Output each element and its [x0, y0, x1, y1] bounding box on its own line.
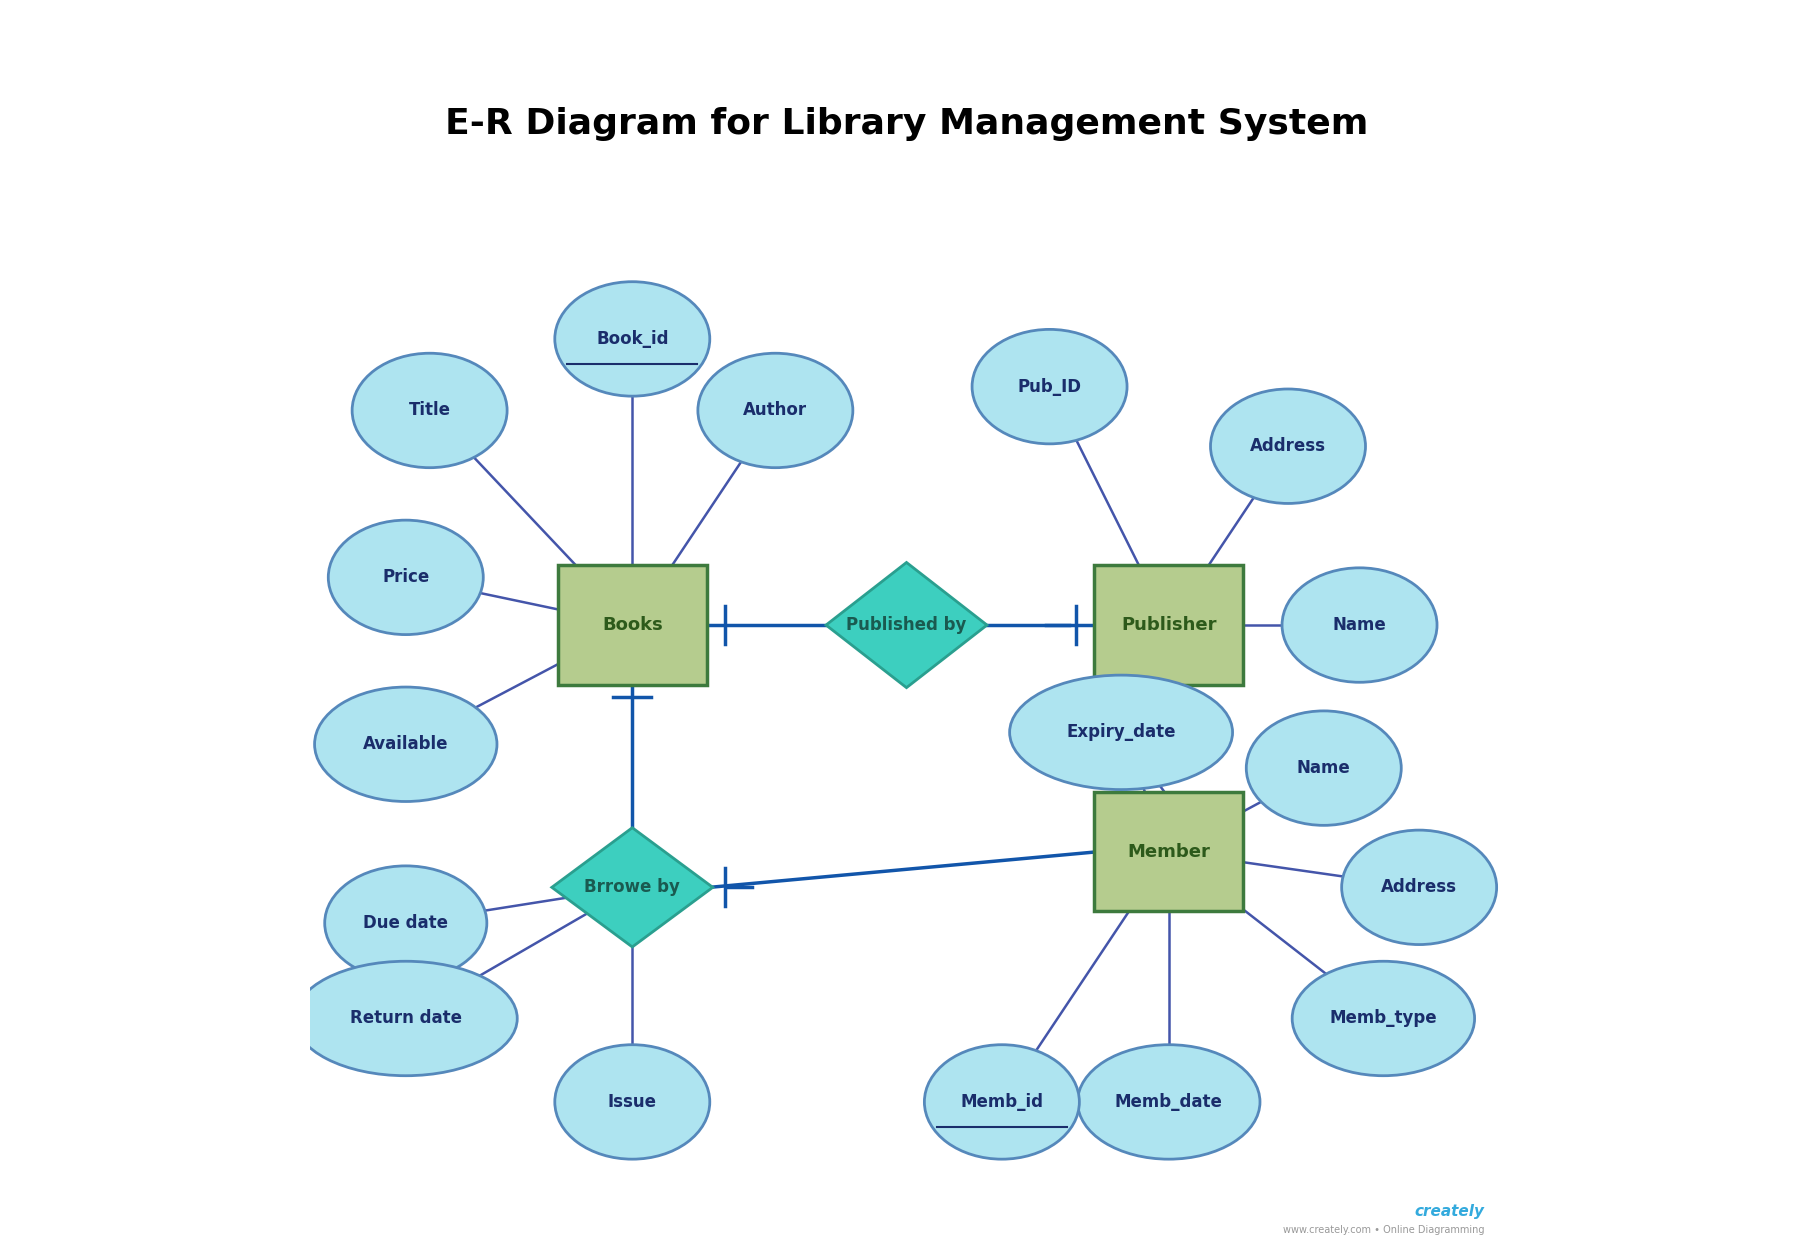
Polygon shape — [827, 562, 986, 688]
Text: Brrowe by: Brrowe by — [584, 878, 680, 896]
Ellipse shape — [1293, 961, 1474, 1076]
Ellipse shape — [698, 353, 852, 467]
Text: Available: Available — [363, 736, 448, 753]
Ellipse shape — [1282, 568, 1438, 682]
Text: Issue: Issue — [607, 1092, 656, 1111]
Ellipse shape — [325, 866, 488, 980]
FancyBboxPatch shape — [1095, 793, 1244, 911]
Text: E-R Diagram for Library Management System: E-R Diagram for Library Management Syste… — [444, 107, 1369, 141]
Text: Address: Address — [1382, 878, 1458, 896]
Ellipse shape — [972, 329, 1128, 444]
Text: Member: Member — [1128, 843, 1211, 861]
Ellipse shape — [555, 282, 709, 396]
Text: Pub_ID: Pub_ID — [1017, 378, 1082, 396]
Ellipse shape — [1246, 711, 1401, 825]
Text: Expiry_date: Expiry_date — [1066, 723, 1177, 741]
Text: www.creately.com • Online Diagramming: www.creately.com • Online Diagramming — [1284, 1226, 1485, 1236]
Text: Price: Price — [383, 568, 430, 586]
Text: Name: Name — [1333, 616, 1387, 634]
Text: Due date: Due date — [363, 914, 448, 932]
Ellipse shape — [352, 353, 508, 467]
Text: Address: Address — [1249, 437, 1325, 455]
Text: Return date: Return date — [350, 1009, 462, 1027]
Text: Memb_type: Memb_type — [1329, 1009, 1438, 1027]
Ellipse shape — [1342, 830, 1498, 945]
Ellipse shape — [1211, 389, 1365, 504]
Text: creately: creately — [1414, 1203, 1485, 1218]
FancyBboxPatch shape — [1095, 566, 1244, 684]
Ellipse shape — [925, 1045, 1079, 1159]
Text: Book_id: Book_id — [596, 330, 669, 348]
FancyBboxPatch shape — [558, 566, 707, 684]
Ellipse shape — [555, 1045, 709, 1159]
Text: Author: Author — [743, 402, 807, 420]
Text: Name: Name — [1296, 759, 1351, 777]
Text: Memb_id: Memb_id — [961, 1092, 1042, 1111]
Ellipse shape — [315, 687, 497, 801]
Text: Books: Books — [602, 616, 664, 634]
Ellipse shape — [1077, 1045, 1260, 1159]
Polygon shape — [551, 828, 713, 948]
Text: Title: Title — [408, 402, 451, 420]
Text: Memb_date: Memb_date — [1115, 1092, 1222, 1111]
Text: Publisher: Publisher — [1120, 616, 1217, 634]
Ellipse shape — [328, 520, 484, 635]
Text: Published by: Published by — [847, 616, 966, 634]
Ellipse shape — [294, 961, 517, 1076]
Ellipse shape — [1010, 675, 1233, 790]
